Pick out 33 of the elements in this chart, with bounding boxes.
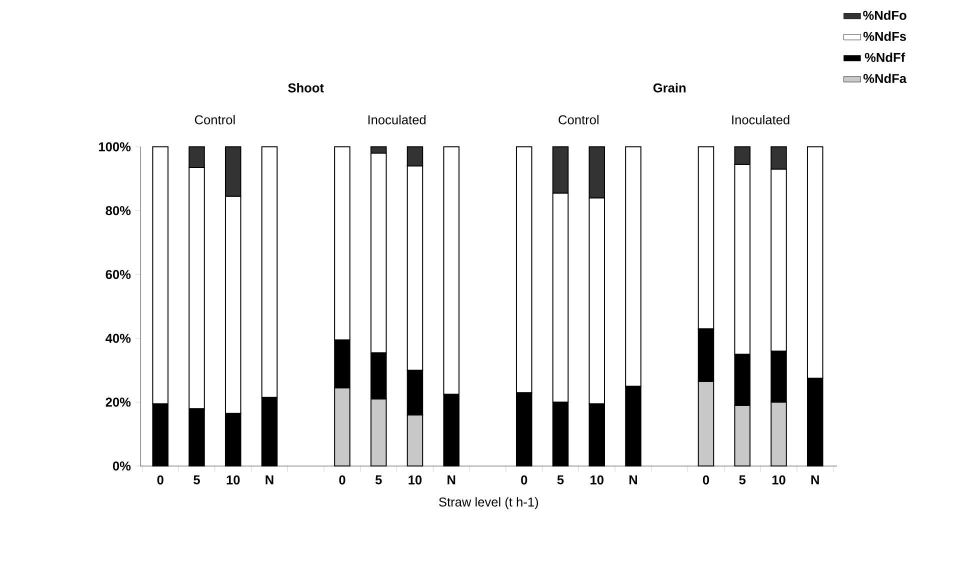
y-tick-label: 60% (106, 270, 131, 279)
x-tick-label: 5 (739, 475, 746, 484)
text: Grain (653, 82, 686, 92)
x-tick-label: 0 (157, 475, 164, 484)
y-tick-label: 40% (106, 334, 131, 343)
x-tick-label: N (448, 475, 456, 484)
x-tick-label: 5 (194, 475, 200, 484)
legend-label: %NdFs (863, 31, 906, 41)
x-tick-label: 0 (521, 475, 528, 484)
x-axis-title: Straw level (t h-1) (439, 496, 538, 509)
x-tick-label: 10 (408, 475, 422, 484)
text: Shoot (288, 82, 324, 92)
x-tick-label: 0 (702, 475, 710, 484)
legend-label: %NdFo (863, 10, 906, 20)
x-tick-label: 10 (226, 475, 240, 484)
y-tick-label: 80% (106, 206, 131, 216)
x-tick-label: 10 (772, 475, 786, 484)
y-tick-label: 20% (106, 397, 131, 407)
y-tick-label: 0% (112, 461, 131, 470)
x-tick-label: 5 (375, 475, 382, 484)
legend-label: %NdFa (863, 73, 907, 83)
x-tick-label: N (629, 475, 638, 484)
x-tick-label: 5 (557, 475, 564, 484)
x-tick-label: 10 (590, 475, 604, 484)
x-tick-label: 0 (339, 475, 346, 484)
legend-label: %NdFf (864, 52, 906, 62)
x-tick-label: N (811, 475, 819, 484)
text: Control (558, 114, 598, 124)
x-tick-label: N (266, 475, 274, 484)
y-tick-label: 100% (99, 142, 131, 152)
text: Inoculated (732, 114, 790, 124)
text: Control (194, 114, 235, 124)
text: Inoculated (368, 114, 426, 124)
